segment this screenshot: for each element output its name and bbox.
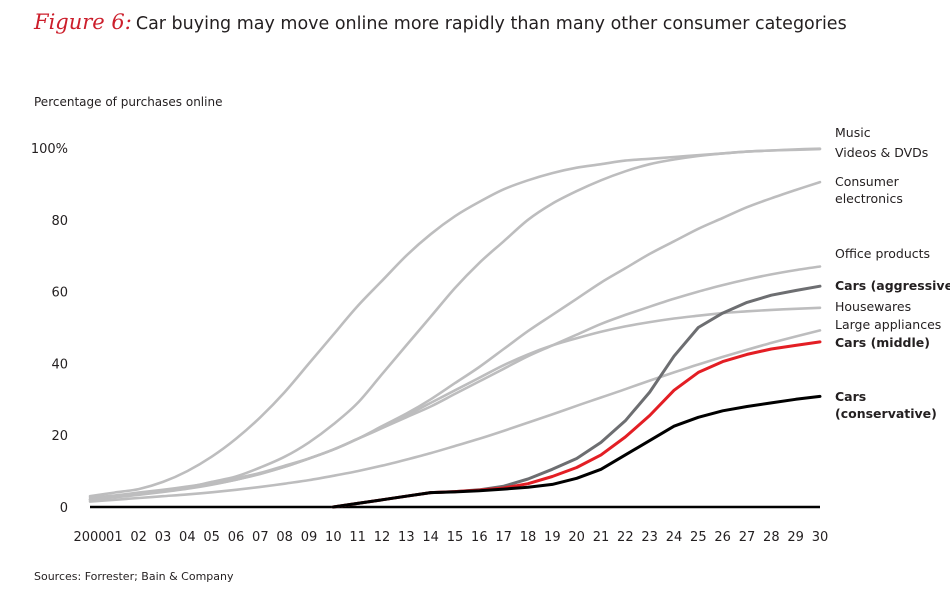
- series-line-cars-conservative: [331, 394, 822, 509]
- legend-label-cars-conservative: Cars: [835, 389, 866, 404]
- legend-label-consumer-electronics: electronics: [835, 191, 903, 206]
- figure-label: Figure 6:: [34, 10, 132, 34]
- x-tick-label: 28: [763, 530, 780, 545]
- x-tick-label: 03: [155, 530, 172, 545]
- x-tick-label: 30: [812, 530, 829, 545]
- x-tick-label: 02: [130, 530, 147, 545]
- x-tick-label: 18: [520, 530, 537, 545]
- source-note: Sources: Forrester; Bain & Company: [34, 570, 234, 583]
- series-line-cars-aggressive: [331, 284, 822, 509]
- x-tick-label: 17: [495, 530, 512, 545]
- series-line-music: [88, 147, 822, 498]
- y-tick-label: 80: [51, 214, 68, 229]
- x-tick-label: 11: [349, 530, 366, 545]
- x-tick-label: 25: [690, 530, 707, 545]
- x-tick-label: 09: [301, 530, 318, 545]
- x-tick-label: 10: [325, 530, 342, 545]
- series-line-office-products: [88, 265, 822, 500]
- y-tick-label: 40: [51, 357, 68, 372]
- y-tick-label: 60: [51, 286, 68, 301]
- x-tick-label: 2000: [73, 530, 106, 545]
- x-tick-label: 06: [228, 530, 245, 545]
- chart-title: Figure 6: Car buying may move online more…: [34, 10, 847, 34]
- x-tick-label: 22: [617, 530, 634, 545]
- title-text: Car buying may move online more rapidly …: [135, 14, 847, 34]
- x-tick-label: 21: [593, 530, 610, 545]
- x-tick-label: 05: [203, 530, 220, 545]
- x-tick-label: 27: [739, 530, 756, 545]
- legend-label-videos-dvds: Videos & DVDs: [835, 145, 928, 160]
- y-tick-label: 0: [60, 501, 68, 516]
- x-tick-label: 15: [447, 530, 464, 545]
- y-tick-label: 20: [51, 429, 68, 444]
- legend-label-office-products: Office products: [835, 246, 930, 261]
- x-tick-label: 24: [666, 530, 683, 545]
- legend-label-consumer-electronics: Consumer: [835, 174, 900, 189]
- x-tick-label: 23: [641, 530, 658, 545]
- legend-label-music: Music: [835, 125, 871, 140]
- x-tick-label: 20: [568, 530, 585, 545]
- series-line-cars-middle: [331, 340, 822, 509]
- x-tick-label: 16: [471, 530, 488, 545]
- x-tick-label: 13: [398, 530, 415, 545]
- x-tick-label: 26: [714, 530, 731, 545]
- x-tick-label: 07: [252, 530, 269, 545]
- x-tick-label: 01: [106, 530, 123, 545]
- x-tick-label: 04: [179, 530, 196, 545]
- legend-label-large-appliances: Large appliances: [835, 317, 941, 332]
- series-line-large-appliances: [88, 329, 822, 503]
- x-tick-label: 29: [787, 530, 804, 545]
- legend-label-cars-aggressive: Cars (aggressive): [835, 278, 950, 293]
- series-line-consumer-electronics: [88, 180, 822, 502]
- x-tick-label: 12: [374, 530, 391, 545]
- x-tick-label: 19: [544, 530, 561, 545]
- legend-label-cars-conservative: (conservative): [835, 406, 937, 421]
- y-tick-label: 100%: [31, 142, 68, 157]
- legend-label-housewares: Housewares: [835, 299, 911, 314]
- x-tick-label: 08: [276, 530, 293, 545]
- x-tick-label: 14: [422, 530, 439, 545]
- y-axis-label: Percentage of purchases online: [34, 95, 223, 109]
- series-line-housewares: [88, 306, 822, 502]
- legend-label-cars-middle: Cars (middle): [835, 335, 930, 350]
